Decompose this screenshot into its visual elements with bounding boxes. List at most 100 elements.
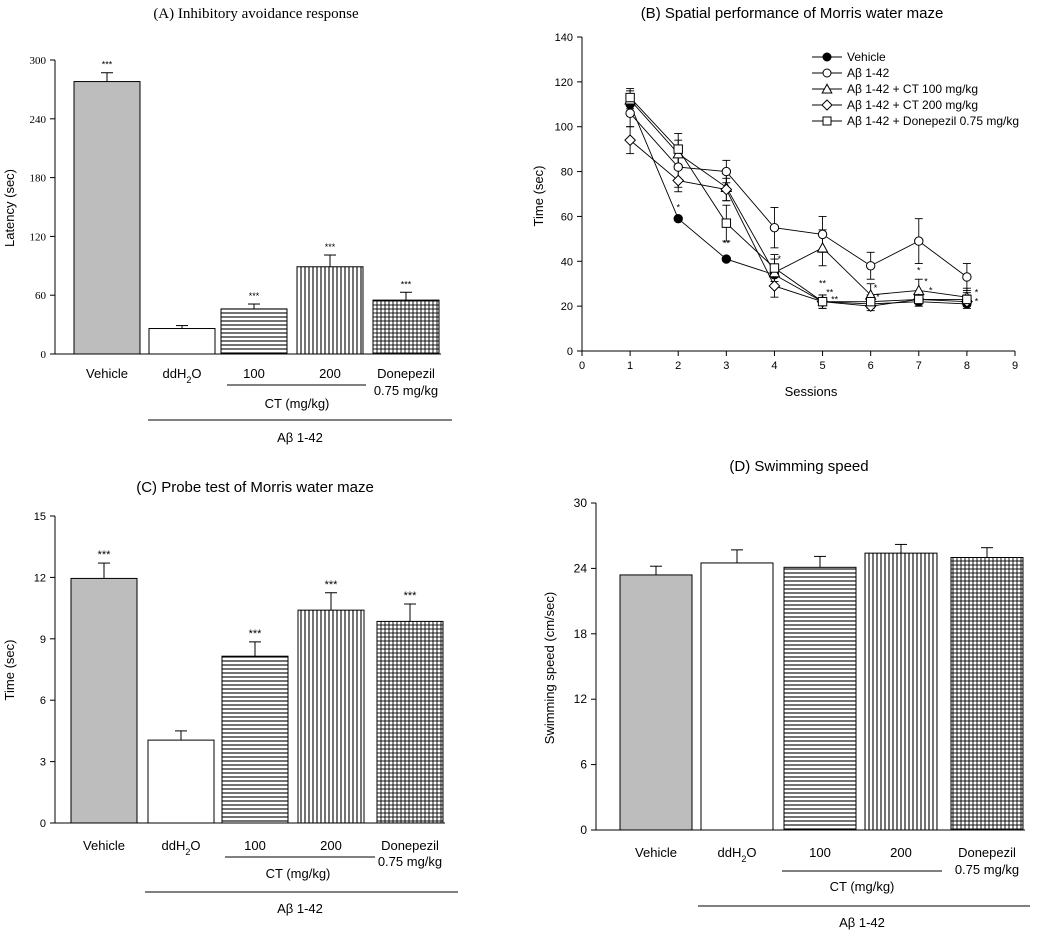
- marker: [625, 108, 635, 118]
- x-tick-label: 0: [579, 360, 585, 372]
- legend-label: Vehicle: [847, 50, 886, 64]
- marker: [769, 222, 780, 233]
- legend-label: Aβ 1-42 + CT 200 mg/kg: [847, 98, 978, 112]
- x-tick-label: 4: [771, 360, 777, 372]
- significance-label: **: [831, 294, 839, 304]
- significance-label: *: [975, 288, 979, 298]
- marker: [624, 134, 637, 147]
- marker: [672, 174, 685, 187]
- x-tick-label: 3: [723, 360, 729, 372]
- panel-a-inhibitory-avoidance: (A) Inhibitory avoidance response Latenc…: [2, 6, 452, 445]
- significance-label: *: [917, 265, 921, 275]
- legend: Vehicle Aβ 1-42 Aβ 1-42 + CT 100 mg/kg Aβ 1…: [812, 50, 1019, 128]
- bar: [619, 574, 693, 831]
- category-label: ddH2O: [162, 838, 201, 857]
- marker: [721, 166, 732, 177]
- panel-b-spatial-performance: (B) Spatial performance of Morris water …: [531, 5, 1019, 399]
- significance-label: **: [723, 238, 731, 248]
- significance-label: *: [777, 254, 781, 264]
- y-tick-label: 20: [561, 301, 573, 313]
- y-tick-label: 30: [574, 496, 588, 510]
- marker: [673, 162, 683, 172]
- y-tick-label: 100: [555, 122, 573, 134]
- chart-title: (C) Probe test of Morris water maze: [136, 479, 374, 496]
- y-tick-label: 60: [35, 290, 47, 302]
- series: [624, 88, 973, 313]
- bars: *** *** *** ***: [73, 60, 440, 355]
- marker: [769, 263, 780, 273]
- category-sublabel: 0.75 mg/kg: [378, 854, 442, 869]
- bar: [73, 81, 141, 355]
- significance-annotations: *************** **: [676, 202, 978, 306]
- category-label: Donepezil: [377, 366, 435, 381]
- bar: [221, 655, 289, 824]
- significance-label: **: [819, 279, 827, 289]
- significance-label: **: [826, 288, 834, 298]
- category-sublabel: 0.75 mg/kg: [955, 862, 1019, 877]
- significance-label: ***: [98, 549, 112, 561]
- chart-title: (B) Spatial performance of Morris water …: [641, 5, 944, 22]
- series-line: [629, 104, 967, 305]
- marker: [914, 236, 924, 246]
- category-label: 100: [809, 845, 831, 860]
- significance-label: *: [975, 297, 979, 307]
- bar: [148, 328, 216, 355]
- marker: [721, 254, 732, 264]
- series-line: [629, 99, 967, 298]
- treatment-label: Aβ 1-42: [277, 430, 323, 445]
- y-tick-label: 120: [30, 231, 47, 243]
- category-label: Vehicle: [83, 838, 125, 853]
- marker: [821, 99, 833, 111]
- panel-d-swimming-speed: (D) Swimming speed Swimming speed (cm/se…: [542, 458, 1030, 930]
- y-tick-label: 240: [30, 114, 47, 126]
- y-tick-label: 15: [34, 511, 46, 523]
- y-tick-label: 80: [561, 167, 573, 179]
- marker: [914, 294, 924, 305]
- y-tick-label: 300: [30, 55, 47, 67]
- group-label: CT (mg/kg): [265, 396, 330, 411]
- y-tick-label: 0: [41, 349, 47, 361]
- y-tick-label: 0: [567, 346, 573, 358]
- y-tick-label: 60: [561, 211, 573, 223]
- bar: [372, 299, 440, 355]
- y-tick-label: 6: [580, 758, 587, 772]
- marker: [822, 68, 832, 78]
- x-tick-label: 1: [627, 360, 633, 372]
- bar: [376, 620, 444, 824]
- legend-label: Aβ 1-42: [847, 66, 890, 80]
- marker: [720, 183, 733, 196]
- marker: [962, 294, 972, 305]
- category-label: 100: [244, 838, 266, 853]
- series-line: [629, 139, 967, 307]
- y-tick-label: 0: [580, 823, 587, 837]
- y-tick-label: 120: [555, 77, 573, 89]
- bars: *** *** *** ***: [70, 549, 444, 824]
- significance-label: ***: [325, 242, 336, 252]
- legend-label: Aβ 1-42 + CT 100 mg/kg: [847, 82, 978, 96]
- marker: [673, 213, 683, 224]
- marker: [625, 92, 635, 103]
- significance-label: ***: [404, 590, 418, 602]
- x-tick-label: 5: [819, 360, 825, 372]
- significance-label: *: [874, 283, 878, 293]
- bar: [783, 566, 857, 831]
- marker: [817, 296, 828, 307]
- bar: [297, 609, 365, 824]
- group-label: CT (mg/kg): [266, 866, 331, 881]
- category-label: Donepezil: [958, 845, 1016, 860]
- y-tick-label: 140: [555, 32, 573, 44]
- y-tick-label: 40: [561, 256, 573, 268]
- category-labels: Vehicle ddH2O 100 200 Donepezil 0.75 mg/kg: [86, 366, 438, 398]
- marker: [962, 272, 972, 282]
- x-tick-label: 9: [1012, 360, 1018, 372]
- category-label: 100: [243, 366, 265, 381]
- category-label: Vehicle: [86, 366, 128, 381]
- treatment-label: Aβ 1-42: [277, 901, 323, 916]
- significance-label: *: [876, 292, 880, 302]
- series-line: [629, 112, 968, 278]
- bar: [700, 562, 774, 831]
- category-label: Donepezil: [381, 838, 439, 853]
- significance-label: ***: [325, 579, 339, 591]
- y-tick-label: 0: [40, 818, 46, 830]
- legend-label: Aβ 1-42 + Donepezil 0.75 mg/kg: [847, 114, 1019, 128]
